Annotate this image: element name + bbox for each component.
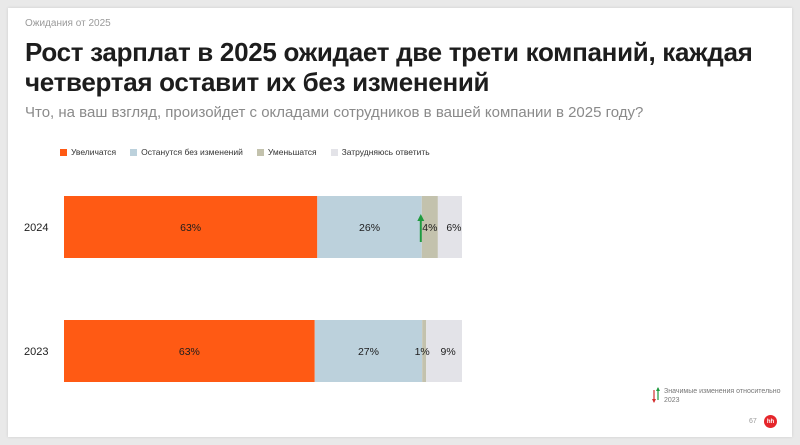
page-number: 67 bbox=[749, 418, 757, 425]
legend-item-decrease: Уменьшатся bbox=[256, 147, 317, 157]
category-label-2024: 2024 bbox=[24, 222, 48, 234]
data-label-2023-unsure: 9% bbox=[440, 346, 455, 358]
significance-note-text: Значимые изменения относительно 2023 bbox=[664, 388, 781, 404]
slide: Ожидания от 2025 Рост зарплат в 2025 ожи… bbox=[8, 8, 792, 437]
hh-logo: hh bbox=[764, 415, 777, 428]
data-label-2024-unsure: 6% bbox=[446, 222, 461, 234]
bar-segment-2024-no-change bbox=[317, 196, 422, 258]
bar-segment-2024-increase bbox=[64, 196, 318, 258]
significance-arrows-icon bbox=[652, 387, 660, 403]
bar-segment-2023-decrease bbox=[422, 320, 427, 382]
significant-increase-arrow-icon bbox=[417, 214, 425, 242]
bar-segment-2023-unsure bbox=[426, 320, 462, 382]
chart-legend: Увеличатся Останутся без изменений Умень… bbox=[60, 147, 430, 157]
data-label-2023-increase: 63% bbox=[179, 346, 200, 358]
eyebrow-label: Ожидания от 2025 bbox=[25, 18, 111, 29]
legend-swatch-unsure bbox=[330, 148, 338, 156]
legend-item-unsure: Затрудняюсь ответить bbox=[330, 147, 430, 157]
data-label-2023-decrease: 1% bbox=[415, 346, 430, 358]
stacked-bar-chart: 2024 63% 26% 4% 6% 2023 63% 27% 1% 9% bbox=[24, 196, 462, 382]
data-label-2023-no-change: 27% bbox=[358, 346, 379, 358]
data-label-2024-decrease: 4% bbox=[422, 222, 437, 234]
legend-swatch-increase bbox=[60, 148, 67, 156]
bar-segment-2024-decrease bbox=[421, 196, 438, 258]
legend-item-increase: Увеличатся bbox=[60, 147, 116, 157]
significance-note: Значимые изменения относительно 2023 bbox=[652, 387, 794, 405]
legend-label-increase: Увеличатся bbox=[71, 147, 117, 157]
legend-item-no-change: Останутся без изменений bbox=[130, 147, 243, 157]
page-title: Рост зарплат в 2025 ожидает две трети ко… bbox=[25, 37, 753, 97]
data-label-2024-no-change: 26% bbox=[359, 222, 380, 234]
category-label-2023: 2023 bbox=[24, 346, 48, 358]
data-label-2024-increase: 63% bbox=[180, 222, 201, 234]
page-subtitle: Что, на ваш взгляд, произойдет с окладам… bbox=[25, 104, 644, 121]
bar-segment-2023-no-change bbox=[314, 320, 423, 382]
legend-swatch-no-change bbox=[130, 148, 138, 156]
bar-segment-2023-increase bbox=[64, 320, 315, 382]
legend-label-decrease: Уменьшатся bbox=[267, 147, 317, 157]
bar-segment-2024-unsure bbox=[437, 196, 462, 258]
legend-label-no-change: Останутся без изменений bbox=[141, 147, 243, 157]
legend-label-unsure: Затрудняюсь ответить bbox=[341, 147, 430, 157]
legend-swatch-decrease bbox=[256, 148, 264, 156]
